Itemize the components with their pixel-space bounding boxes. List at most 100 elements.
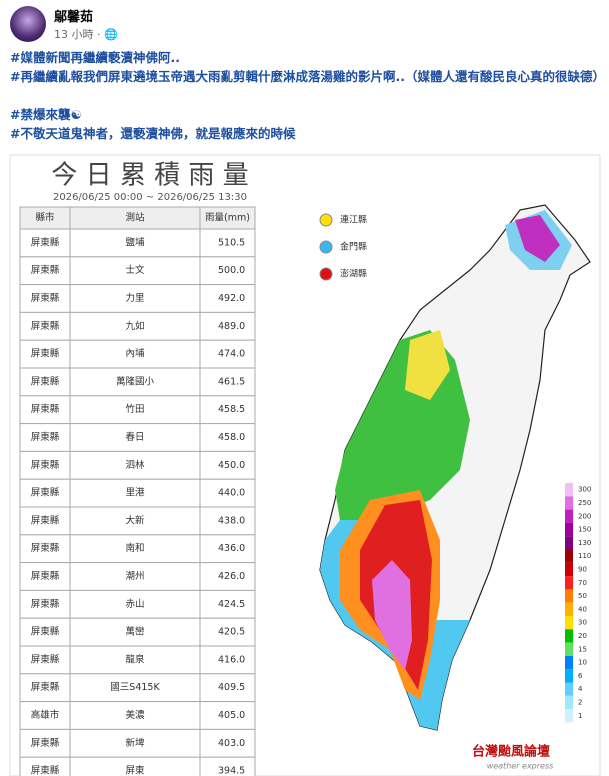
scale-label: 40 xyxy=(578,605,587,613)
legend-dot xyxy=(319,240,333,254)
time[interactable]: 13 小時 xyxy=(54,28,94,41)
table-cell: 屏東縣 xyxy=(31,514,60,526)
table-cell: 屏東 xyxy=(125,765,145,776)
scale-swatch xyxy=(565,669,573,683)
scale-label: 30 xyxy=(578,619,587,627)
scale-swatch xyxy=(565,616,573,630)
table-cell: 458.5 xyxy=(218,404,245,415)
table-cell: 492.0 xyxy=(218,293,245,304)
table-cell: 屏東縣 xyxy=(31,348,60,360)
table-cell: 440.0 xyxy=(218,488,245,499)
table-cell: 屏東縣 xyxy=(31,403,60,415)
table-row xyxy=(19,645,256,675)
scale-label: 1 xyxy=(578,712,582,720)
table-cell: 458.0 xyxy=(218,432,245,443)
table-cell: 鹽埔 xyxy=(125,236,145,248)
table-header: 縣市 xyxy=(35,212,55,224)
hashtag[interactable]: #媒體新聞再繼續褻瀆神佛阿.. xyxy=(10,50,180,65)
logo-sub: weather express xyxy=(487,762,554,771)
table-row xyxy=(19,339,256,369)
scale-label: 200 xyxy=(578,512,591,520)
table-cell: 屏東縣 xyxy=(31,681,60,693)
table-cell: 士文 xyxy=(125,264,145,276)
table-cell: 416.0 xyxy=(218,654,245,665)
table-cell: 內埔 xyxy=(125,348,145,360)
hashtag[interactable]: #禁爆來襲☯ xyxy=(10,107,82,122)
avatar[interactable] xyxy=(10,6,46,42)
scale-label: 20 xyxy=(578,632,587,640)
hashtag[interactable]: #不敬天道鬼神者，還褻瀆神佛，就是報應來的時候 xyxy=(10,126,296,141)
scale-swatch xyxy=(565,655,573,670)
table-cell: 屏東縣 xyxy=(31,765,60,776)
table-row xyxy=(19,284,256,313)
table-cell: 420.5 xyxy=(218,627,245,638)
author[interactable]: 鄔馨茹 xyxy=(54,10,94,25)
table-cell: 龍泉 xyxy=(125,653,145,665)
table-row xyxy=(19,367,256,397)
table-row xyxy=(19,534,256,564)
hashtag[interactable]: #再繼續亂報我們屏東遶境玉帝遇大雨亂剪輯什麼淋成落湯雞的影片啊..（媒體人還有酸… xyxy=(10,69,605,84)
table-row xyxy=(19,589,256,619)
table-cell: 國三S415K xyxy=(110,682,160,693)
table-row xyxy=(19,423,256,452)
scale-label: 90 xyxy=(578,565,587,573)
table-row xyxy=(19,617,256,647)
scale-swatch xyxy=(565,709,573,723)
scale-swatch xyxy=(565,562,573,577)
scale-swatch xyxy=(565,682,573,696)
scale-label: 15 xyxy=(578,645,587,653)
table-cell: 394.5 xyxy=(218,766,245,776)
scale-swatch xyxy=(565,509,573,523)
scale-label: 130 xyxy=(578,539,591,547)
legend-label: 連江縣 xyxy=(340,214,367,226)
table-cell: 屏東縣 xyxy=(31,737,60,749)
table-row xyxy=(19,701,256,730)
map xyxy=(319,204,591,731)
table-cell: 屏東縣 xyxy=(31,236,60,248)
scale-swatch xyxy=(565,522,573,537)
table-header: 雨量(mm) xyxy=(205,213,250,224)
table-row xyxy=(19,228,256,258)
table-cell: 里港 xyxy=(125,487,145,499)
legend-label: 金門縣 xyxy=(340,241,367,253)
table-cell: 春日 xyxy=(125,431,144,443)
table-cell: 489.0 xyxy=(218,321,245,332)
table-cell: 405.0 xyxy=(218,710,245,721)
legend-dot xyxy=(319,213,333,227)
scale-label: 6 xyxy=(578,672,583,680)
table-cell: 萬巒 xyxy=(125,626,145,638)
table-cell: 500.0 xyxy=(218,265,245,276)
table-cell: 屏東縣 xyxy=(31,320,60,332)
table-row xyxy=(19,395,256,425)
table-row xyxy=(19,562,256,591)
scale-swatch xyxy=(565,642,573,656)
table-cell: 屏東縣 xyxy=(31,292,60,304)
scale-label: 50 xyxy=(578,592,587,600)
scale-label: 70 xyxy=(578,579,587,587)
table-cell: 屏東縣 xyxy=(31,570,60,582)
table-cell: 萬隆國小 xyxy=(116,375,155,387)
table-cell: 屏東縣 xyxy=(31,459,60,471)
scale-label: 110 xyxy=(578,552,591,560)
scale-label: 150 xyxy=(578,526,591,534)
scale-swatch xyxy=(565,589,573,603)
table-row xyxy=(19,728,256,758)
table-cell: 450.0 xyxy=(218,460,245,471)
timestamp[interactable]: 13 小時 · 🌐 xyxy=(54,28,118,41)
table-row xyxy=(19,256,256,286)
table-cell: 409.5 xyxy=(218,682,245,693)
table-cell: 461.5 xyxy=(218,376,245,387)
table-cell: 屏東縣 xyxy=(31,598,60,610)
table-cell: 510.5 xyxy=(218,237,245,248)
rain-area xyxy=(515,215,560,262)
logo: 台灣颱風論壇 xyxy=(472,744,550,760)
table-cell: 426.0 xyxy=(218,571,245,582)
scale-label: 2 xyxy=(578,698,582,706)
scale-swatch xyxy=(565,536,573,550)
table-cell: 泗林 xyxy=(125,459,145,471)
scale-swatch xyxy=(565,602,573,616)
table-row xyxy=(19,756,256,776)
scale-swatch xyxy=(565,576,573,590)
table-cell: 屏東縣 xyxy=(31,626,60,638)
